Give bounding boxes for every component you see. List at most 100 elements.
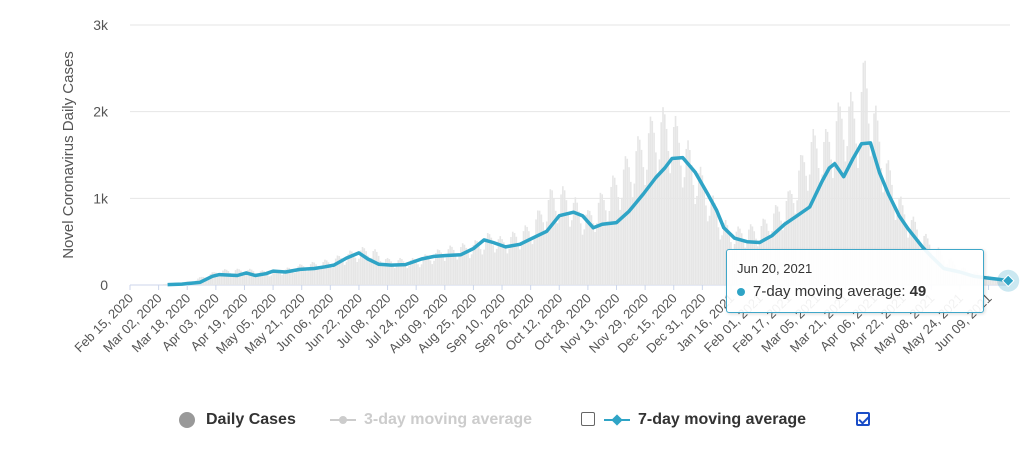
daily-cases-bar <box>658 159 661 285</box>
daily-cases-bar <box>588 210 591 285</box>
daily-cases-bar <box>503 242 505 285</box>
daily-cases-bar <box>692 185 695 285</box>
daily-cases-bar <box>875 105 877 285</box>
daily-cases-bar <box>508 248 510 285</box>
daily-cases-bar <box>798 170 800 285</box>
daily-cases-bar <box>901 205 904 285</box>
daily-cases-bar <box>318 269 321 285</box>
daily-cases-bar <box>858 144 861 285</box>
daily-cases-bar <box>882 192 884 285</box>
daily-cases-bar <box>638 139 641 285</box>
daily-cases-bar <box>291 270 294 285</box>
daily-cases-bar <box>631 197 634 285</box>
daily-cases-bar <box>597 202 600 285</box>
daily-cases-bar <box>984 277 986 285</box>
daily-cases-bar <box>408 265 410 285</box>
daily-cases-bar <box>401 259 403 285</box>
daily-cases-bar <box>513 233 516 285</box>
daily-cases-bar <box>467 252 469 285</box>
daily-cases-bar <box>477 244 480 285</box>
daily-cases-bar <box>488 234 491 285</box>
daily-cases-bar <box>245 273 248 285</box>
daily-cases-bar <box>333 265 335 285</box>
daily-cases-bar <box>998 278 1001 285</box>
daily-cases-bar <box>885 163 888 285</box>
daily-cases-bar <box>304 268 307 285</box>
daily-cases-bar <box>327 262 330 285</box>
daily-cases-bar <box>789 190 791 285</box>
daily-cases-bar <box>819 187 822 285</box>
checkbox-7-day[interactable] <box>856 412 870 426</box>
daily-cases-bar <box>565 200 568 285</box>
daily-cases-bar <box>712 195 714 285</box>
daily-cases-bar <box>479 249 482 285</box>
daily-cases-bar <box>209 273 212 285</box>
daily-cases-bar <box>524 225 527 285</box>
daily-cases-bar <box>581 234 584 285</box>
daily-cases-bar <box>805 175 807 285</box>
daily-cases-bar <box>442 256 444 285</box>
daily-cases-bar <box>220 273 223 285</box>
daily-cases-bar <box>644 185 646 285</box>
daily-cases-bar <box>599 192 602 285</box>
legend-item-3-day[interactable]: 3-day moving average <box>330 406 532 434</box>
daily-cases-bar <box>452 249 455 285</box>
daily-cases-bar <box>270 275 273 285</box>
daily-cases-bar <box>669 173 671 285</box>
daily-cases-bar <box>569 226 571 285</box>
daily-cases-bar <box>878 141 881 285</box>
daily-cases-bar <box>372 251 375 285</box>
daily-cases-bar <box>989 276 992 285</box>
daily-cases-bar <box>697 173 700 285</box>
daily-cases-bar <box>807 190 809 285</box>
checkbox-3-day[interactable] <box>581 412 595 426</box>
daily-cases-bar <box>338 256 341 285</box>
daily-cases-bar <box>265 272 267 285</box>
daily-cases-bar <box>991 277 993 285</box>
legend-item-7-day[interactable]: 7-day moving average <box>604 406 806 434</box>
daily-cases-bar <box>345 261 348 285</box>
daily-cases-bar <box>810 142 813 285</box>
daily-cases-bar <box>352 253 355 285</box>
daily-cases-bar <box>842 139 845 285</box>
daily-cases-bar <box>776 206 779 285</box>
daily-cases-bar <box>415 261 417 285</box>
daily-cases-bar <box>637 136 639 285</box>
daily-cases-bar <box>313 262 316 285</box>
daily-cases-bar <box>274 270 276 285</box>
daily-cases-bar <box>839 106 841 285</box>
daily-cases-bar <box>792 203 795 285</box>
daily-cases-bar <box>331 267 333 285</box>
daily-cases-bar <box>374 249 376 285</box>
daily-cases-bar <box>472 244 475 285</box>
daily-cases-bar <box>324 259 326 285</box>
daily-cases-bar <box>996 279 999 285</box>
daily-cases-bar <box>651 120 654 285</box>
daily-cases-bar <box>231 274 233 285</box>
y-tick-label: 0 <box>100 277 108 293</box>
daily-cases-bar <box>604 210 607 285</box>
tooltip-row: 7-day moving average: 49 <box>737 283 926 300</box>
daily-cases-bar <box>377 255 380 285</box>
daily-cases-bar <box>365 251 367 285</box>
daily-cases-bar <box>696 195 698 285</box>
daily-cases-bar <box>238 269 240 285</box>
daily-cases-bar <box>596 223 598 285</box>
daily-cases-bar <box>227 271 230 285</box>
daily-cases-bar <box>306 271 308 285</box>
daily-cases-bar <box>206 278 208 285</box>
daily-cases-bar <box>873 113 875 286</box>
daily-cases-bar <box>431 264 434 285</box>
daily-cases-bar <box>410 260 412 285</box>
daily-cases-bar <box>608 210 611 285</box>
daily-cases-bar <box>889 170 891 285</box>
daily-cases-bar <box>674 115 677 285</box>
daily-cases-bar <box>578 211 580 285</box>
legend-item-daily-cases[interactable]: Daily Cases <box>178 406 296 434</box>
moving-average-series-line <box>167 141 1009 287</box>
daily-cases-bar <box>594 232 596 285</box>
daily-cases-bar <box>528 231 530 285</box>
daily-cases-bar <box>790 194 793 285</box>
daily-cases-bar <box>590 215 593 285</box>
